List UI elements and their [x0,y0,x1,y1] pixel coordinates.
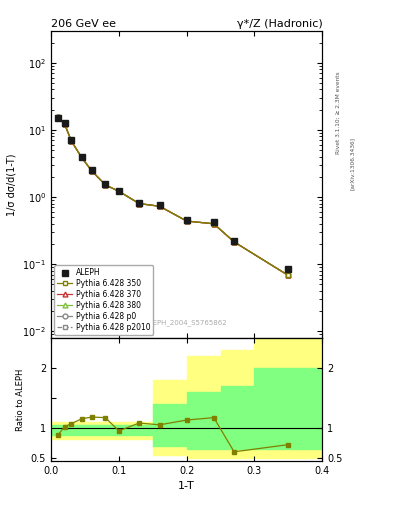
Text: ALEPH_2004_S5765862: ALEPH_2004_S5765862 [145,319,228,326]
Y-axis label: Ratio to ALEPH: Ratio to ALEPH [16,368,25,431]
X-axis label: 1-T: 1-T [178,481,195,491]
Text: Rivet 3.1.10; ≥ 2.3M events: Rivet 3.1.10; ≥ 2.3M events [336,71,341,154]
Y-axis label: 1/σ dσ/d(1-T): 1/σ dσ/d(1-T) [7,153,17,216]
Legend: ALEPH, Pythia 6.428 350, Pythia 6.428 370, Pythia 6.428 380, Pythia 6.428 p0, Py: ALEPH, Pythia 6.428 350, Pythia 6.428 37… [54,265,153,335]
Text: γ*/Z (Hadronic): γ*/Z (Hadronic) [237,18,322,29]
Text: 206 GeV ee: 206 GeV ee [51,18,116,29]
Text: [arXiv:1306.3436]: [arXiv:1306.3436] [350,137,355,190]
